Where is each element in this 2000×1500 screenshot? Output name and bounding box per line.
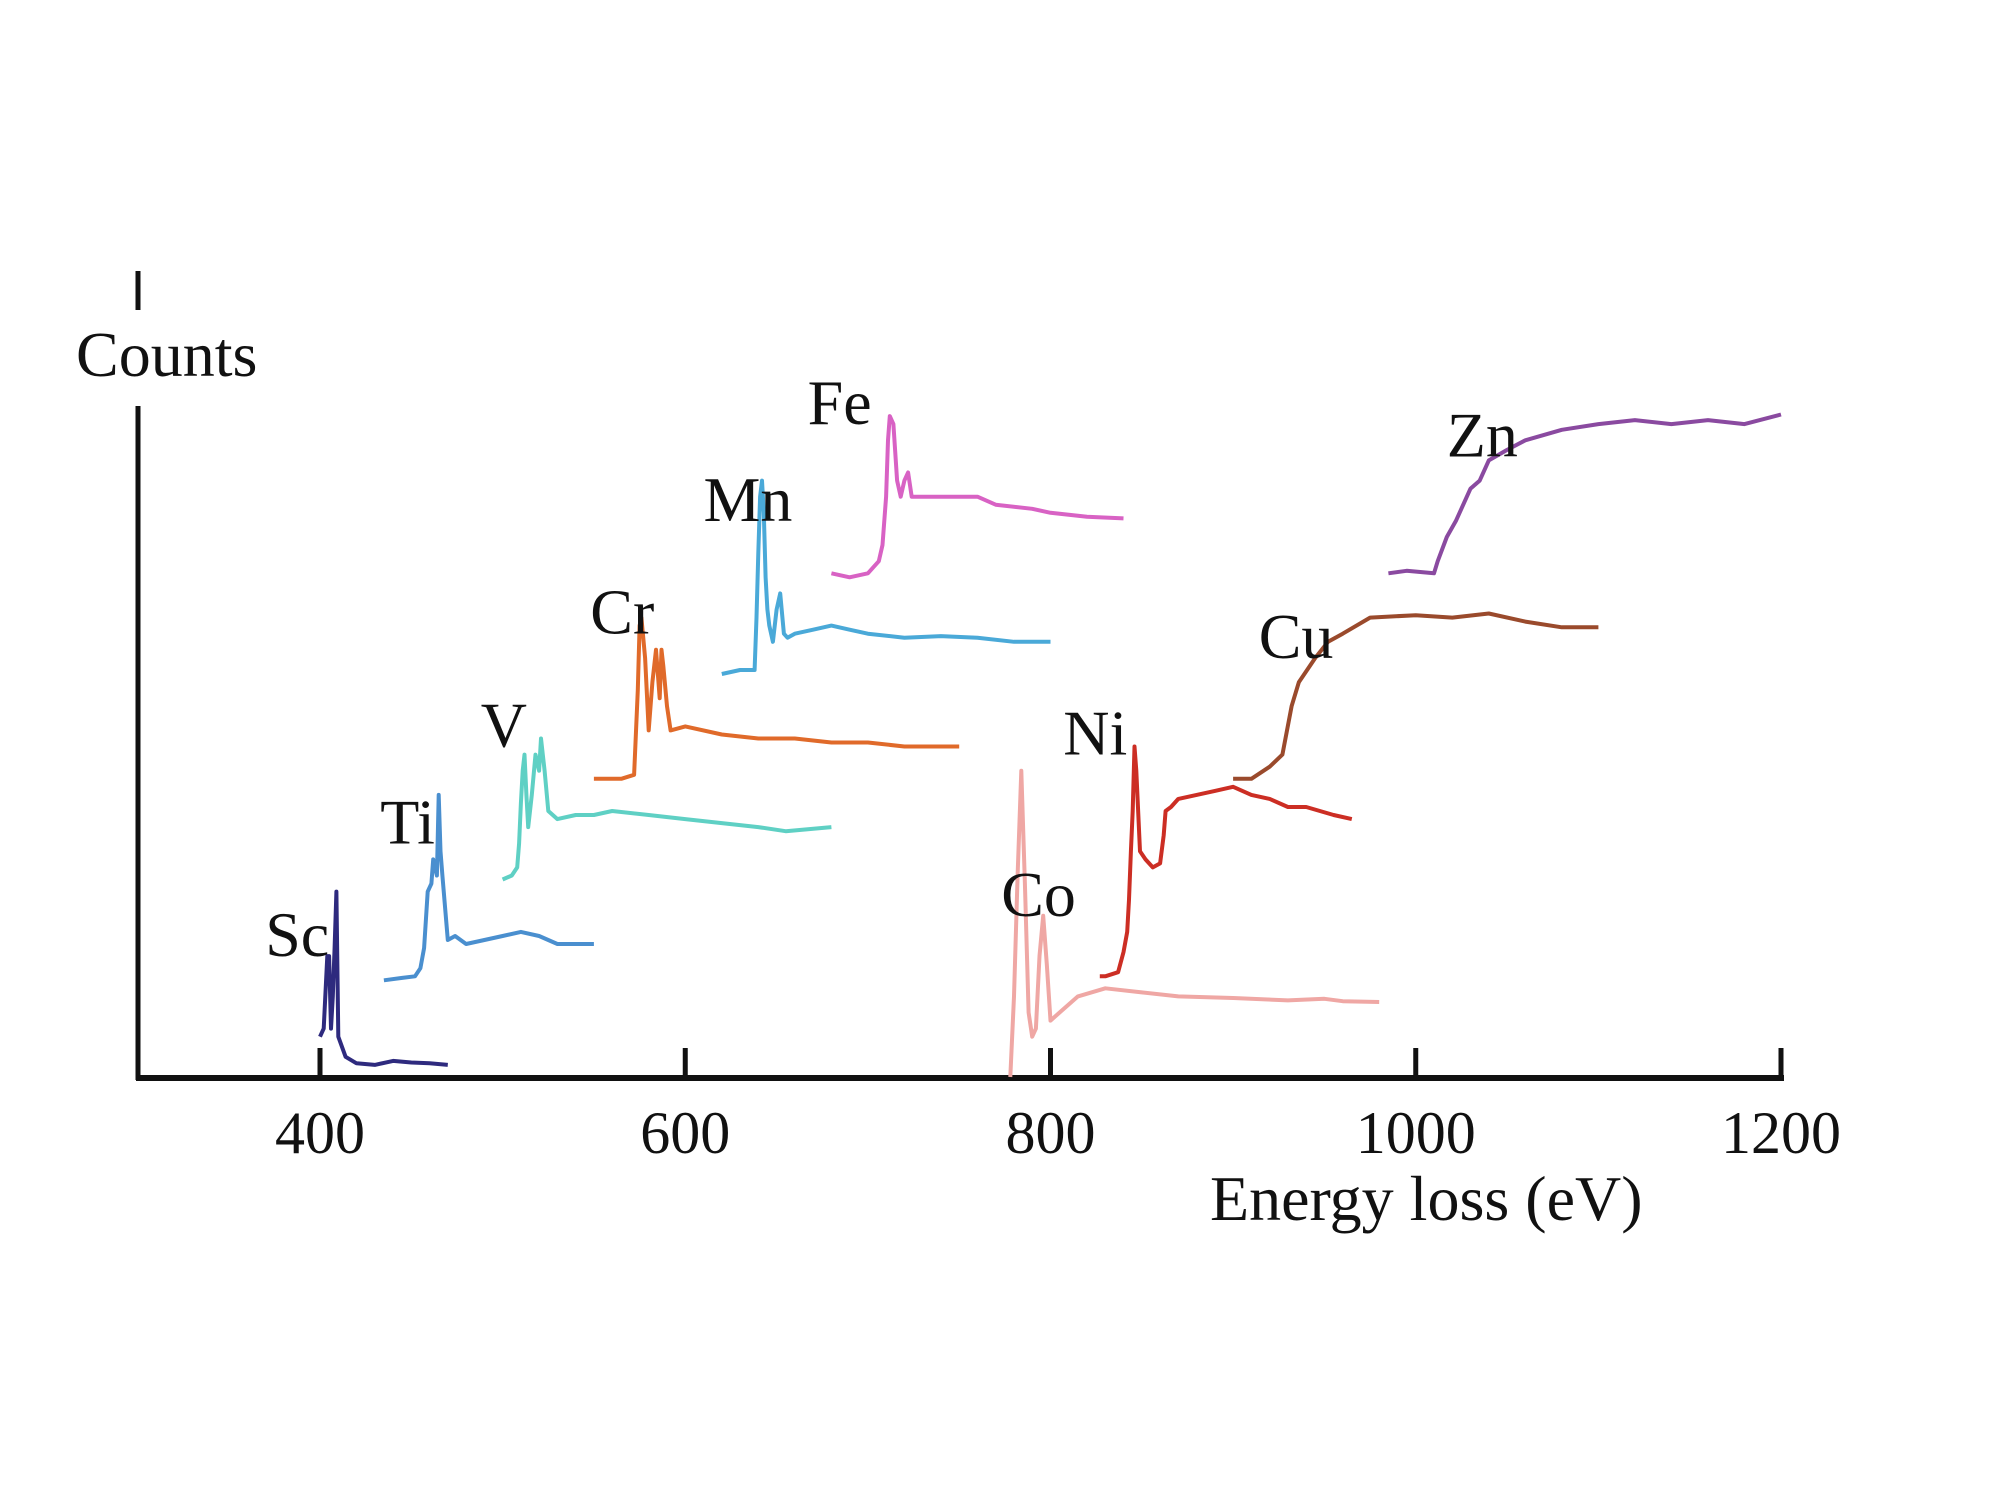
x-tick-label-600: 600 <box>640 1100 730 1166</box>
series-label-ti: Ti <box>380 786 435 857</box>
series-line-zn <box>1388 412 1782 576</box>
series-line-co <box>1008 768 1380 1078</box>
series-label-zn: Zn <box>1447 399 1518 470</box>
series-line-ni <box>1099 744 1353 979</box>
series-label-v: V <box>481 690 527 761</box>
series-label-mn: Mn <box>704 464 793 535</box>
series-label-fe: Fe <box>808 367 872 438</box>
series-line-fe <box>830 414 1124 580</box>
series-label-co: Co <box>1001 859 1076 930</box>
series-line-cr <box>593 615 960 781</box>
series-line-sc <box>318 889 448 1067</box>
axes: Counts Energy loss (eV) <box>76 271 1784 1234</box>
series-label-ni: Ni <box>1063 698 1127 769</box>
y-axis-label: Counts <box>76 319 257 390</box>
series-line-ti <box>383 792 594 983</box>
x-tick-label-400: 400 <box>275 1100 365 1166</box>
series-line-cu <box>1233 611 1599 781</box>
series-label-sc: Sc <box>265 899 329 970</box>
x-tick-label-800: 800 <box>1006 1100 1096 1166</box>
series-group <box>318 412 1782 1078</box>
x-tick-label-1200: 1200 <box>1721 1100 1841 1166</box>
x-ticks: 400 600 800 1000 1200 <box>275 1048 1841 1166</box>
series-line-mn <box>721 478 1051 676</box>
series-label-cr: Cr <box>590 577 654 648</box>
series-label-cu: Cu <box>1259 601 1334 672</box>
x-axis-label: Energy loss (eV) <box>1210 1163 1643 1234</box>
x-tick-label-1000: 1000 <box>1356 1100 1476 1166</box>
series-line-v <box>501 736 832 882</box>
